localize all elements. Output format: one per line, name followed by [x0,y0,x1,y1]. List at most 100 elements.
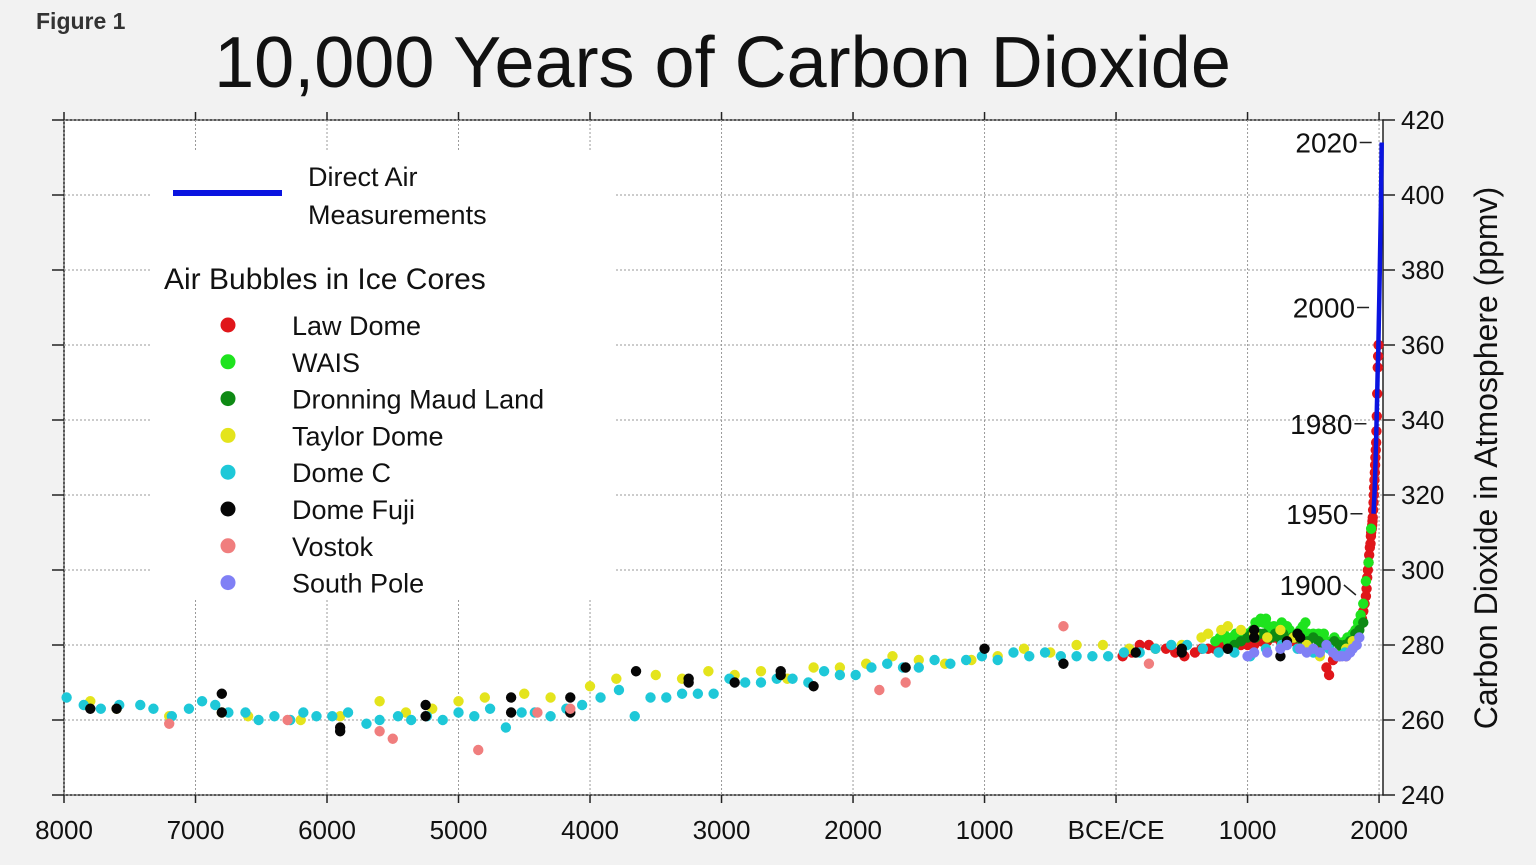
data-point [630,666,642,677]
axes: 8000 7000 6000 5000 4000 3000 2000 1000 BCE/CE 10… [35,105,1444,845]
data-point [196,696,208,707]
data-point [545,692,556,703]
data-point [1024,651,1035,662]
legend-label: WAIS [292,348,360,378]
data-point [874,684,885,696]
legend-label: South Pole [292,569,424,599]
data-point [1071,651,1082,662]
data-point [298,707,309,718]
data-point [576,699,588,711]
y-tick-label: 260 [1401,705,1444,735]
legend-marker [220,427,236,443]
data-point [453,696,464,707]
data-point [882,658,893,669]
series-south-pole [1242,632,1365,662]
data-point [420,699,431,711]
data-point [1248,647,1260,658]
data-points [61,142,1384,756]
data-point [387,733,398,744]
data-point [334,711,346,722]
data-point [611,673,622,684]
data-point [808,662,819,673]
x-tick-label: 2000 [824,815,882,845]
x-tick-label: 1000 [956,815,1014,845]
data-point [1262,647,1273,658]
legend-label: Dronning Maud Land [292,385,544,415]
data-point [1130,647,1141,658]
x-tick-label: 6000 [298,815,356,845]
data-point [437,714,448,726]
legend-marker [220,575,236,591]
data-point [808,681,819,692]
data-point [505,692,517,703]
data-point [1360,576,1372,587]
data-point [453,707,464,718]
legend-label: Dome Fuji [292,495,415,525]
data-point [775,669,786,681]
data-point [913,654,924,666]
data-point [945,658,956,669]
data-point [532,707,543,718]
data-point [282,714,293,726]
data-point [1354,632,1365,643]
data-point [505,707,517,718]
data-point [683,677,694,688]
data-point [342,707,354,718]
x-tick-label: 2000 [1350,815,1408,845]
data-point [1275,651,1286,662]
legend-box [150,150,615,600]
data-point [484,703,496,714]
x-tick-label: 4000 [561,815,619,845]
data-point [240,707,251,718]
data-point [1367,512,1378,523]
y-tick-label: 360 [1401,330,1444,360]
data-point [739,677,751,688]
data-point [253,714,264,726]
data-point [1323,669,1335,681]
data-point [1213,647,1224,658]
data-point [1275,624,1286,636]
y-tick-label: 380 [1401,255,1444,285]
data-point [584,681,596,692]
year-label: 1980 [1290,409,1352,440]
data-point [500,722,512,733]
data-point [164,718,175,729]
legend-label: Taylor Dome [292,421,444,451]
data-point [420,711,431,722]
data-point [1363,549,1375,561]
data-point [1222,621,1234,632]
x-tick-label: BCE/CE [1068,815,1165,845]
legend-label-line: Measurements [308,200,487,230]
data-point [374,726,385,737]
x-tick-label: 1000 [1219,815,1277,845]
data-point [1097,639,1109,651]
data-point [1248,632,1260,643]
legend-marker [220,354,236,370]
data-point [1314,647,1326,658]
data-point [1222,643,1234,654]
data-point [900,662,911,673]
data-point [613,684,625,696]
data-point [900,677,911,688]
data-point [311,711,322,722]
data-point [850,669,861,681]
data-point [1262,632,1273,643]
figure-label: Figure 1 [36,8,126,34]
data-point [1294,632,1306,643]
y-tick-label: 420 [1401,105,1444,135]
legend-group-title: Air Bubbles in Ice Cores [164,263,486,296]
y-tick-label: 320 [1401,480,1444,510]
legend-marker [220,464,236,480]
year-annotations: 2020 2000 1980 1950 1900 [1280,128,1372,601]
data-point [473,744,484,756]
data-point [1039,647,1051,658]
data-point [834,669,846,681]
data-point [1321,639,1332,651]
y-tick-label: 300 [1401,555,1444,585]
x-tick-label: 8000 [35,815,93,845]
x-tick-label: 3000 [693,815,751,845]
data-point [1248,624,1260,636]
data-point [85,703,96,714]
legend-label-direct-air: Direct Air Measurements [308,162,487,230]
